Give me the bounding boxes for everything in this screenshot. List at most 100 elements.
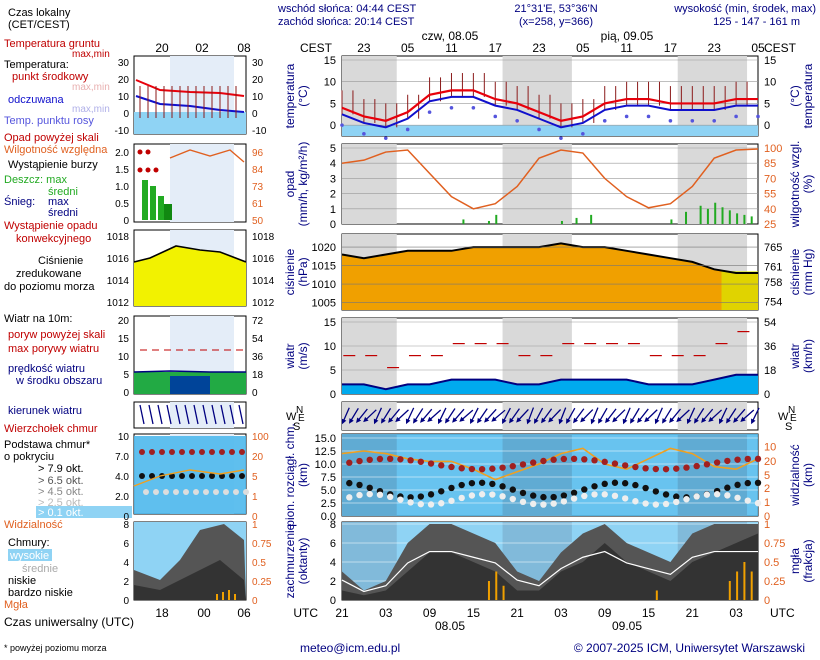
dewpoint-point	[690, 119, 695, 123]
wind-arrow	[686, 407, 696, 425]
night-band	[502, 144, 572, 224]
wind-arrow	[363, 409, 377, 423]
panel-label: temperatura	[283, 63, 297, 128]
arrow-head	[405, 418, 411, 425]
legend-precip-tick: 0.5	[115, 199, 129, 210]
time-tick: 05	[576, 41, 590, 55]
arrow-head	[420, 417, 426, 423]
wind-arrow	[470, 407, 479, 425]
arrow-head	[676, 416, 682, 423]
legend-top-dot	[219, 449, 225, 455]
legend-storm-dot	[137, 167, 143, 173]
cloud-base-dot	[356, 481, 363, 489]
cloud-base-dot	[448, 484, 455, 492]
legend-wind-arrow	[202, 404, 208, 425]
legend-pressure2: zredukowane	[16, 268, 81, 280]
legend-rain-bar	[150, 186, 156, 220]
legend-base-dot	[243, 489, 249, 495]
arrow-head	[341, 418, 347, 425]
wind-arrow	[612, 409, 626, 423]
wind-arrow	[541, 408, 553, 424]
legend-convective: Wystąpienie opadu	[4, 220, 97, 232]
wind-arrow	[740, 409, 755, 422]
arrow-head	[669, 417, 675, 423]
legend-clouds: Chmury:	[8, 537, 50, 549]
cloud-base-dot	[458, 481, 465, 489]
below-zero-area	[342, 125, 758, 136]
arrow-head	[502, 418, 507, 424]
legend-cloud-tick: 7.0	[115, 452, 129, 463]
dewpoint-point	[646, 114, 651, 119]
wind-arrow	[491, 409, 506, 422]
arrow-head	[516, 417, 522, 423]
legend-fog-bar	[222, 592, 224, 600]
panel-unit: (oktanty)	[296, 538, 310, 585]
pressure-mmhg-tick: 758	[764, 277, 782, 289]
arrow-head	[509, 417, 514, 424]
wind-arrow	[654, 407, 663, 425]
compass-n: N	[788, 405, 795, 416]
arrow-head	[373, 418, 379, 425]
wind-arrow	[459, 409, 474, 422]
panel-label-right: (°C)	[788, 85, 802, 106]
precip-bar	[736, 213, 739, 224]
cloud-base-dot	[509, 486, 516, 493]
cloud-base-dot	[744, 479, 751, 487]
legend-utc-tick: 00	[197, 606, 211, 620]
temp-axis-tick: 15	[764, 55, 776, 67]
cloud-top-dot	[724, 457, 731, 465]
legend-maxmin2: max,min	[72, 82, 110, 93]
dewpoint-point	[405, 127, 410, 132]
legend-top-dot	[179, 449, 185, 455]
legend-wind-tick: 20	[118, 316, 130, 327]
legend-fog: Mgła	[4, 599, 29, 611]
legend-cover-tick: 6	[123, 539, 129, 550]
legend-temp-tick: -10	[115, 126, 130, 137]
panel-unit: (mm/h, kg/m²/h)	[296, 142, 310, 227]
legend-high: wysokie	[9, 550, 49, 562]
cloud-base-dot	[724, 484, 731, 491]
legend-lowcloud-area	[134, 560, 246, 600]
legend-ground-temp: Temperatura gruntu	[4, 38, 100, 50]
legend-wind-title: Wiatr na 10m:	[4, 313, 72, 325]
wind-arrow	[630, 407, 640, 424]
time-tick: 05	[751, 41, 765, 55]
wind-arrow	[558, 407, 567, 425]
legend-cover-tick: 0	[123, 596, 129, 607]
legend-base-dot	[143, 489, 149, 495]
precip-axis-tick: 4	[330, 158, 336, 170]
wind-area	[342, 374, 758, 394]
arrow-head	[644, 416, 650, 423]
legend-snow-max: max	[48, 196, 69, 208]
legend-top-dot	[199, 449, 205, 455]
legend-okt1: > 7.9 okt.	[38, 463, 84, 475]
legend-humidity-tick: 50	[252, 216, 264, 227]
arrow-head	[637, 417, 643, 424]
precip-bar	[721, 207, 724, 224]
mid-cloud-line	[341, 550, 758, 593]
legend-top-dot	[189, 449, 195, 455]
cloud-base-dot-light	[499, 493, 506, 500]
legend-precip-tick: 2.0	[115, 148, 129, 159]
wind-arrow	[580, 409, 594, 423]
arrow-head	[701, 417, 707, 423]
cloud-top-dot	[489, 465, 496, 472]
arrow-head	[477, 417, 482, 424]
time-tick: 23	[357, 41, 371, 55]
panel-unit: (km)	[296, 463, 310, 487]
utc-tick: 03	[379, 606, 393, 620]
cloud-base-dot-light	[458, 494, 465, 502]
arrow-head	[662, 418, 667, 424]
wind-arrow	[701, 408, 714, 423]
wind-arrow	[341, 407, 350, 425]
arrow-head	[541, 417, 547, 424]
utc-tick: 09	[598, 606, 612, 620]
legend-top-dot	[169, 449, 175, 455]
cloud-base-dot	[366, 484, 373, 492]
legend-temp-tick: 20	[252, 75, 264, 86]
legend-gust-max: max porywy wiatru	[8, 343, 99, 355]
pressure-area	[342, 243, 758, 310]
legend-wind-arrow	[193, 404, 199, 425]
legend-wind-tick: 0	[123, 388, 129, 399]
compass-e: E	[298, 413, 305, 424]
